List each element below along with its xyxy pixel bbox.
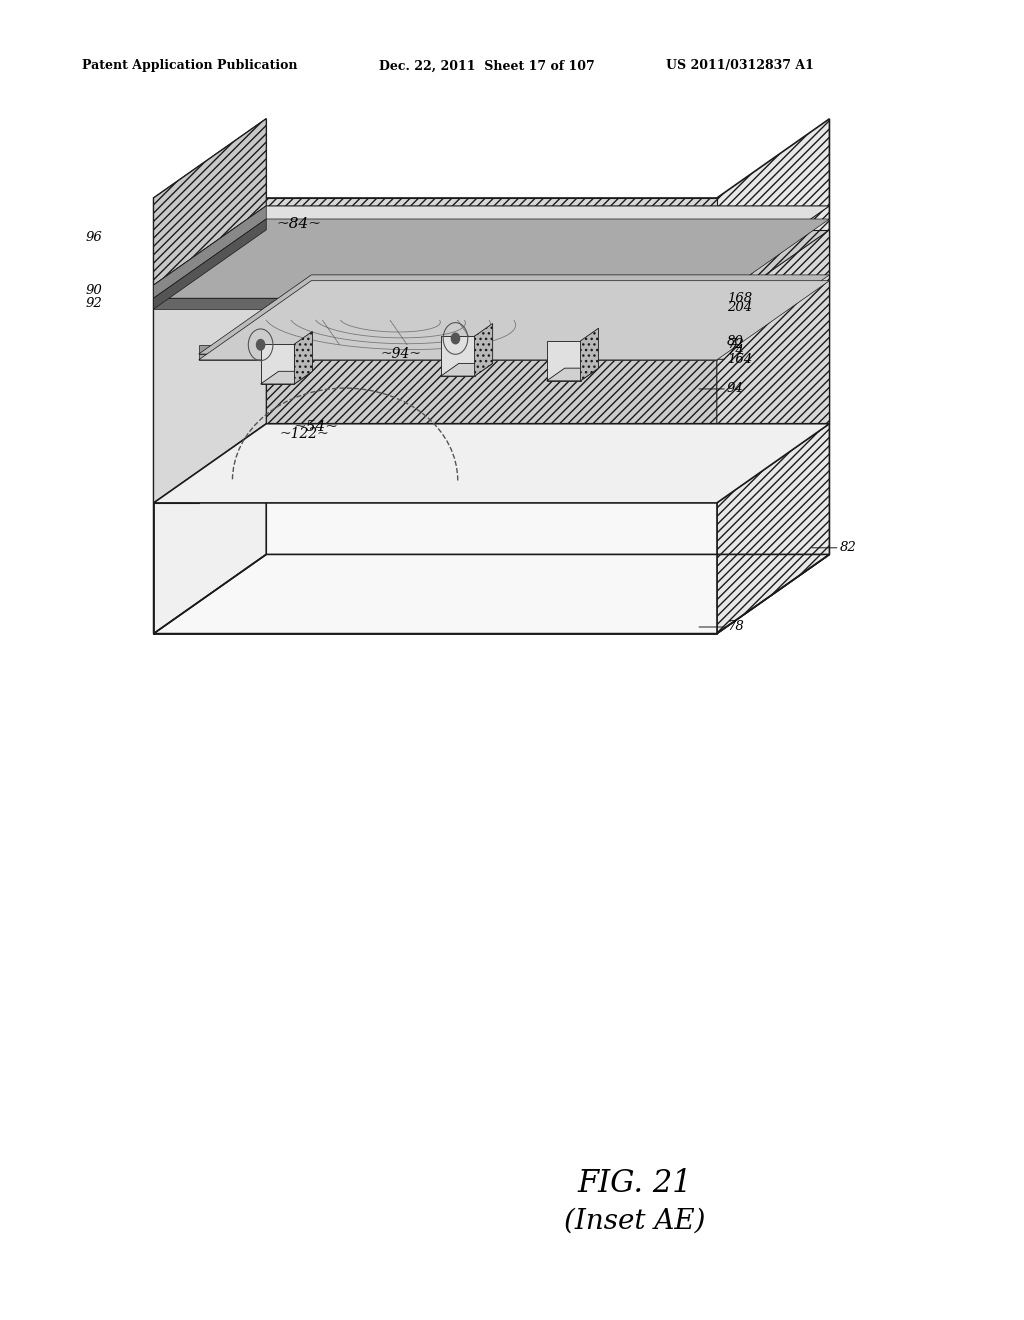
Polygon shape: [260, 345, 295, 384]
Polygon shape: [154, 424, 829, 503]
Text: ~94~: ~94~: [381, 347, 422, 360]
Polygon shape: [547, 368, 598, 381]
Polygon shape: [717, 119, 829, 634]
Circle shape: [256, 339, 264, 350]
Text: Dec. 22, 2011  Sheet 17 of 107: Dec. 22, 2011 Sheet 17 of 107: [379, 59, 595, 73]
Polygon shape: [154, 285, 717, 298]
Polygon shape: [199, 281, 829, 360]
Text: 82: 82: [840, 541, 856, 554]
Text: ~122~: ~122~: [280, 428, 329, 441]
Polygon shape: [260, 371, 312, 384]
Text: (Inset AE): (Inset AE): [564, 1208, 706, 1234]
Text: ~54~: ~54~: [293, 420, 338, 434]
Polygon shape: [295, 331, 312, 384]
Text: 78: 78: [727, 620, 743, 634]
Polygon shape: [440, 363, 493, 376]
Polygon shape: [154, 554, 829, 634]
Polygon shape: [440, 337, 475, 376]
Polygon shape: [717, 230, 829, 503]
Polygon shape: [154, 230, 266, 503]
Text: ~84~: ~84~: [276, 216, 322, 231]
Polygon shape: [199, 275, 829, 354]
Polygon shape: [154, 119, 266, 634]
Text: 80: 80: [727, 335, 743, 348]
Polygon shape: [581, 329, 598, 381]
Polygon shape: [154, 219, 829, 298]
Text: 72: 72: [727, 338, 743, 351]
Polygon shape: [154, 206, 266, 298]
Polygon shape: [154, 309, 199, 503]
Polygon shape: [199, 354, 717, 360]
Text: 92: 92: [86, 297, 102, 310]
Polygon shape: [154, 198, 717, 634]
Text: 90: 90: [86, 284, 102, 297]
Polygon shape: [154, 119, 266, 285]
Polygon shape: [475, 323, 493, 376]
Text: 168: 168: [727, 293, 753, 305]
Polygon shape: [154, 206, 829, 285]
Polygon shape: [199, 346, 717, 354]
Polygon shape: [154, 219, 266, 309]
Text: 204: 204: [727, 301, 753, 314]
Text: 94: 94: [727, 383, 743, 396]
Text: US 2011/0312837 A1: US 2011/0312837 A1: [666, 59, 813, 73]
Polygon shape: [547, 341, 581, 381]
Text: Patent Application Publication: Patent Application Publication: [82, 59, 297, 73]
Text: FIG. 21: FIG. 21: [578, 1168, 692, 1199]
Circle shape: [452, 333, 460, 343]
Text: 74: 74: [727, 343, 743, 356]
Text: 164: 164: [727, 352, 753, 366]
Polygon shape: [154, 198, 717, 285]
Polygon shape: [154, 298, 717, 309]
Polygon shape: [266, 230, 829, 424]
Text: 96: 96: [86, 231, 102, 244]
